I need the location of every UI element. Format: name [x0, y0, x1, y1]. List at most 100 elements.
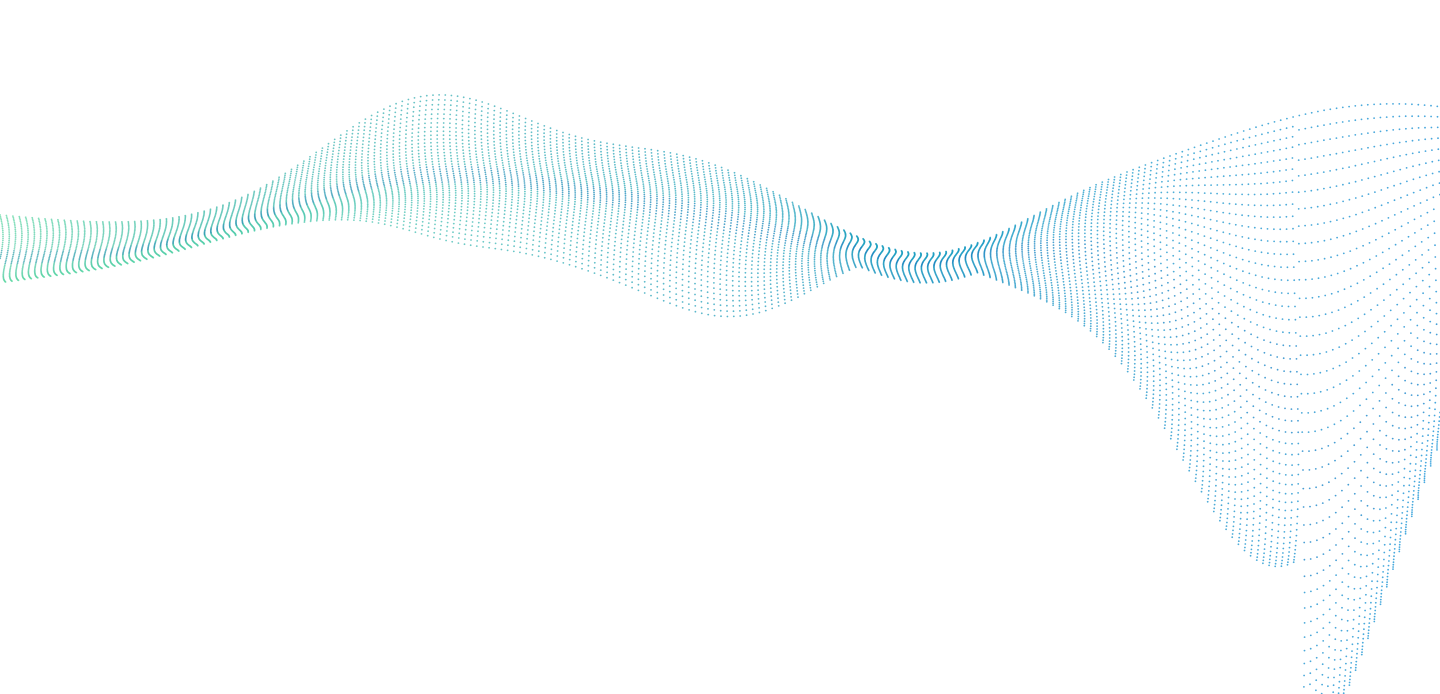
wave-dot — [439, 233, 442, 236]
wave-dot — [404, 151, 407, 153]
wave-dot — [0, 214, 1, 216]
wave-dot — [435, 203, 438, 206]
wave-dot — [389, 105, 391, 108]
wave-dot — [445, 239, 447, 242]
wave-dot — [4, 260, 7, 263]
wave-dot — [682, 154, 685, 157]
wave-dot — [426, 173, 429, 176]
wave-dot — [391, 212, 393, 215]
wave-dot — [46, 230, 48, 233]
wave-dot — [23, 260, 25, 263]
wave-dot — [492, 191, 495, 194]
wave-dot — [545, 229, 548, 232]
wave-dot — [366, 213, 368, 215]
wave-dot — [342, 181, 345, 184]
wave-dot — [524, 190, 526, 193]
wave-dot — [289, 174, 292, 177]
wave-dot — [625, 157, 628, 160]
wave-dot — [636, 184, 639, 187]
wave-dot — [387, 172, 390, 175]
wave-dot — [407, 103, 409, 105]
wave-dot — [329, 169, 332, 172]
wave-dot — [621, 172, 624, 174]
wave-dot — [619, 256, 622, 258]
wave-dot — [495, 232, 498, 235]
wave-dot — [488, 246, 490, 249]
wave-dot — [373, 157, 376, 160]
wave-dot — [304, 186, 307, 189]
wave-dot — [76, 243, 78, 246]
wave-dot — [506, 149, 509, 152]
wave-dot — [42, 255, 45, 258]
wave-dot — [553, 176, 556, 179]
wave-dot — [373, 145, 376, 148]
wave-dot — [532, 239, 535, 242]
wave-dot — [391, 215, 393, 218]
wave-dot — [637, 203, 639, 206]
wave-dot — [454, 187, 457, 190]
wave-dot — [342, 166, 344, 169]
wave-dot — [660, 179, 663, 182]
wave-dot — [499, 124, 501, 127]
wave-dot — [556, 155, 559, 157]
wave-dot — [428, 215, 431, 217]
wave-dot — [533, 163, 535, 166]
wave-dot — [14, 232, 17, 235]
wave-dot — [519, 155, 522, 158]
wave-dot — [543, 135, 545, 138]
wave-dot — [547, 175, 550, 177]
wave-dot — [649, 196, 652, 199]
wave-dot — [348, 179, 351, 182]
wave-dot — [615, 171, 617, 174]
wave-dot — [370, 114, 373, 117]
wave-dot — [474, 140, 477, 143]
wave-dot — [514, 161, 516, 164]
wave-dot — [311, 180, 313, 183]
wave-dot — [45, 224, 48, 226]
wave-dot — [586, 186, 589, 189]
wave-dot — [423, 138, 426, 141]
wave-dot — [662, 196, 665, 199]
wave-dot — [120, 237, 122, 240]
wave-dot — [26, 240, 29, 243]
wave-dot — [368, 176, 370, 179]
wave-dot — [357, 129, 360, 132]
wave-dot — [548, 208, 550, 211]
wave-dot — [639, 162, 641, 164]
wave-dot — [610, 178, 613, 181]
wave-dot — [635, 178, 638, 180]
wave-dot — [454, 205, 457, 208]
wave-dot — [578, 215, 581, 218]
wave-dot — [33, 231, 36, 234]
wave-dot — [644, 265, 646, 267]
wave-dot — [373, 206, 375, 209]
wave-dot — [636, 188, 639, 191]
wave-dot — [614, 232, 617, 235]
wave-dot — [567, 188, 570, 191]
wave-dot — [648, 214, 651, 217]
wave-dot — [121, 224, 124, 227]
wave-dot — [595, 243, 597, 246]
wave-dot — [436, 117, 439, 120]
wave-dot — [480, 138, 483, 141]
wave-dot — [8, 237, 11, 240]
wave-dot — [558, 224, 561, 227]
wave-dot — [518, 150, 521, 152]
wave-dot — [529, 179, 532, 182]
wave-dot — [127, 228, 130, 231]
wave-dot — [336, 184, 338, 186]
wave-dot — [417, 131, 420, 134]
wave-dot — [465, 216, 468, 219]
wave-dot — [375, 181, 378, 183]
wave-dot — [596, 224, 599, 226]
wave-dot — [645, 246, 648, 249]
wave-dot — [568, 137, 571, 139]
wave-dot — [416, 216, 418, 219]
wave-dot — [662, 288, 665, 291]
wave-dot — [391, 190, 393, 193]
wave-dot — [262, 199, 265, 202]
wave-dot — [494, 247, 497, 250]
wave-dot — [562, 256, 565, 259]
wave-dot — [366, 210, 369, 213]
wave-dot — [438, 165, 441, 168]
